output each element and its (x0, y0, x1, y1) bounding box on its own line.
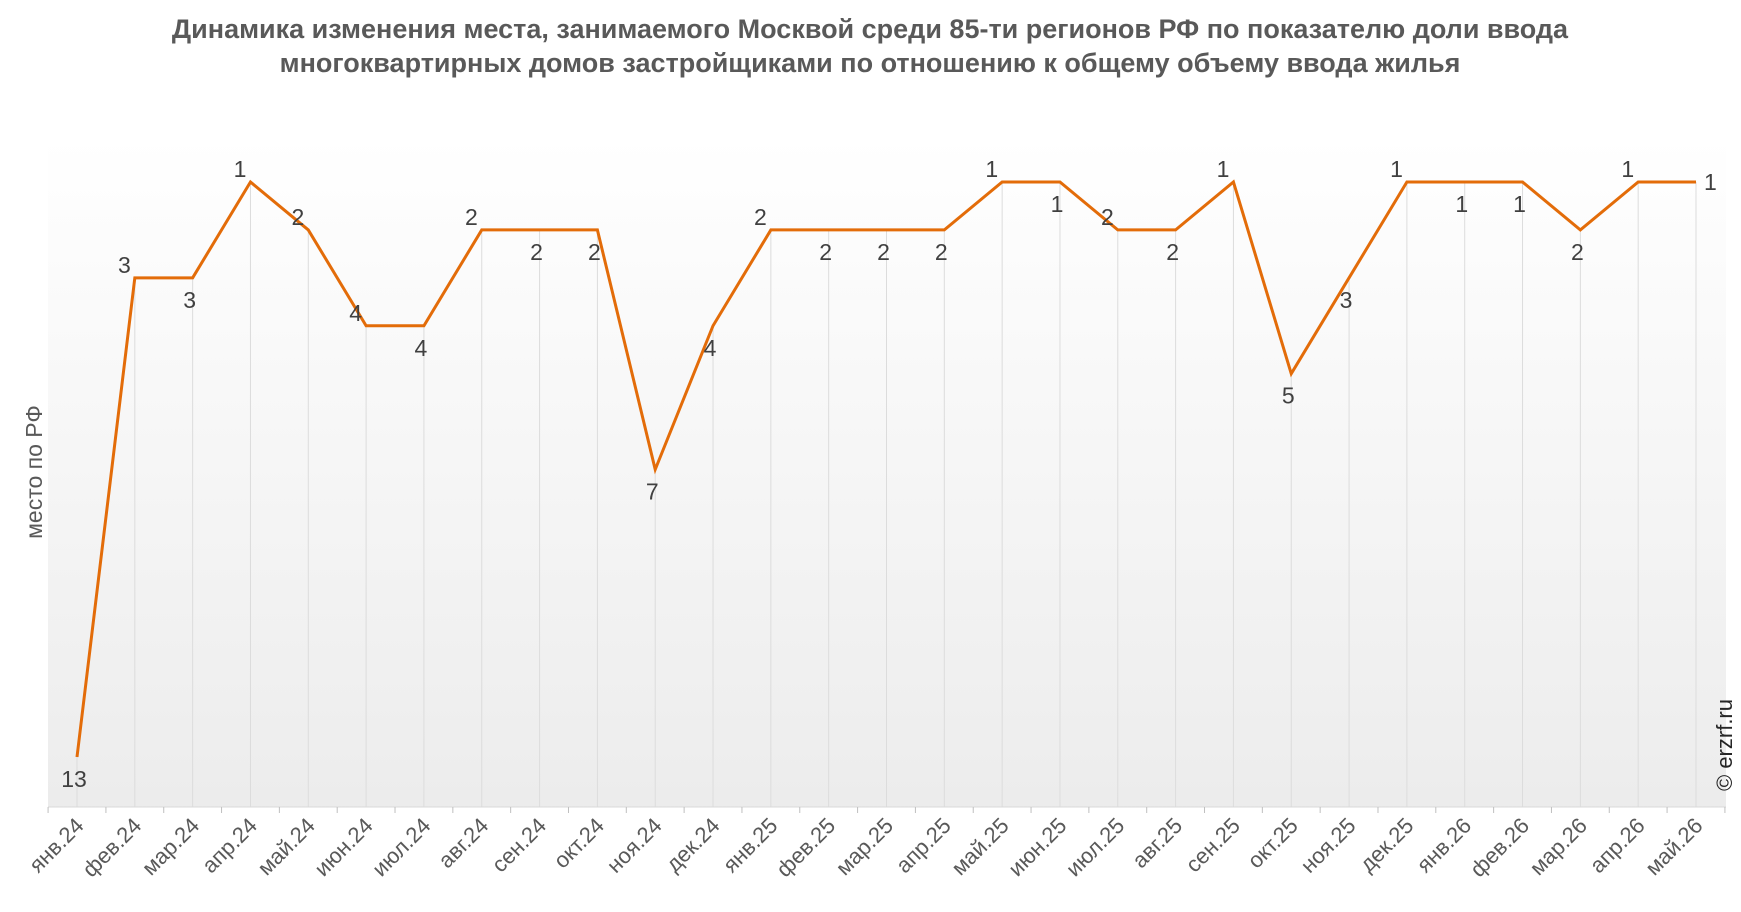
x-tick-label: май.24 (252, 813, 319, 880)
x-tick-label: ноя.25 (1296, 813, 1361, 878)
data-label: 2 (877, 239, 890, 265)
data-label: 1 (1051, 191, 1064, 217)
x-tick-label: июн.24 (309, 813, 377, 881)
data-label: 7 (646, 479, 659, 505)
data-label: 3 (1340, 287, 1353, 313)
x-tick-label: июл.25 (1061, 813, 1129, 881)
x-tick-label: мар.25 (831, 813, 898, 880)
x-tick-label: апр.26 (1585, 813, 1650, 878)
data-label: 1 (1455, 191, 1468, 217)
x-tick-label: фев.26 (1465, 813, 1534, 882)
data-label: 2 (1166, 239, 1179, 265)
y-axis-title: место по РФ (21, 405, 47, 539)
data-label: 4 (704, 335, 717, 361)
data-label: 1 (1513, 191, 1526, 217)
x-tick-label: окт.24 (549, 813, 609, 873)
x-tick-label: ноя.24 (602, 813, 667, 878)
data-label: 2 (935, 239, 948, 265)
x-tick-label: июл.24 (367, 813, 435, 881)
x-tick-label: май.26 (1640, 813, 1707, 880)
x-tick-label: янв.25 (718, 813, 783, 878)
x-tick-label: дек.24 (661, 813, 725, 877)
data-label: 2 (530, 239, 543, 265)
labels-layer: 13 3 3 1 2 4 4 2 2 2 7 4 2 2 2 2 1 1 2 2 1 5 3 1 1 1 2 1 1 (61, 156, 1717, 792)
x-tick-label: июн.25 (1003, 813, 1071, 881)
data-label: 2 (291, 204, 304, 230)
x-tick-label: мар.26 (1525, 813, 1592, 880)
series-layer (75, 179, 1696, 758)
data-label: 4 (349, 300, 362, 326)
data-label: 1 (234, 156, 247, 182)
chart-title: Динамика изменения места, занимаемого Мо… (171, 14, 1569, 78)
x-tick-label: авг.25 (1127, 813, 1187, 873)
data-label: 5 (1282, 383, 1295, 409)
data-label: 2 (1571, 239, 1584, 265)
data-label: 1 (1217, 156, 1230, 182)
data-label: 2 (465, 204, 478, 230)
data-label: 1 (1704, 169, 1717, 195)
data-label: 1 (1390, 156, 1403, 182)
x-tick-label: фев.25 (771, 813, 840, 882)
x-ticks: янв.24фев.24мар.24апр.24май.24июн.24июл.… (24, 807, 1726, 882)
x-tick-label: мар.24 (137, 813, 204, 880)
x-tick-label: янв.24 (24, 813, 89, 878)
series-line (75, 179, 1696, 758)
x-tick-label: май.25 (946, 813, 1013, 880)
data-label: 3 (183, 287, 196, 313)
data-label: 3 (118, 252, 131, 278)
x-tick-label: янв.26 (1412, 813, 1477, 878)
x-tick-label: апр.24 (197, 813, 262, 878)
data-label: 1 (985, 156, 998, 182)
x-tick-label: апр.25 (891, 813, 956, 878)
x-tick-label: сен.25 (1181, 813, 1245, 877)
x-tick-label: фев.24 (77, 813, 146, 882)
x-tick-label: авг.24 (433, 813, 493, 873)
data-label: 2 (754, 204, 767, 230)
data-label: 2 (588, 239, 601, 265)
grid-layer (76, 182, 1697, 807)
data-label: 1 (1621, 156, 1634, 182)
x-tick-label: окт.25 (1242, 813, 1302, 873)
data-label: 2 (819, 239, 832, 265)
watermark: © erzrf.ru (1712, 699, 1737, 791)
x-tick-label: дек.25 (1355, 813, 1419, 877)
x-tick-label: сен.24 (487, 813, 551, 877)
data-label: 2 (1101, 204, 1114, 230)
data-label: 13 (61, 766, 87, 792)
data-label: 4 (415, 335, 428, 361)
